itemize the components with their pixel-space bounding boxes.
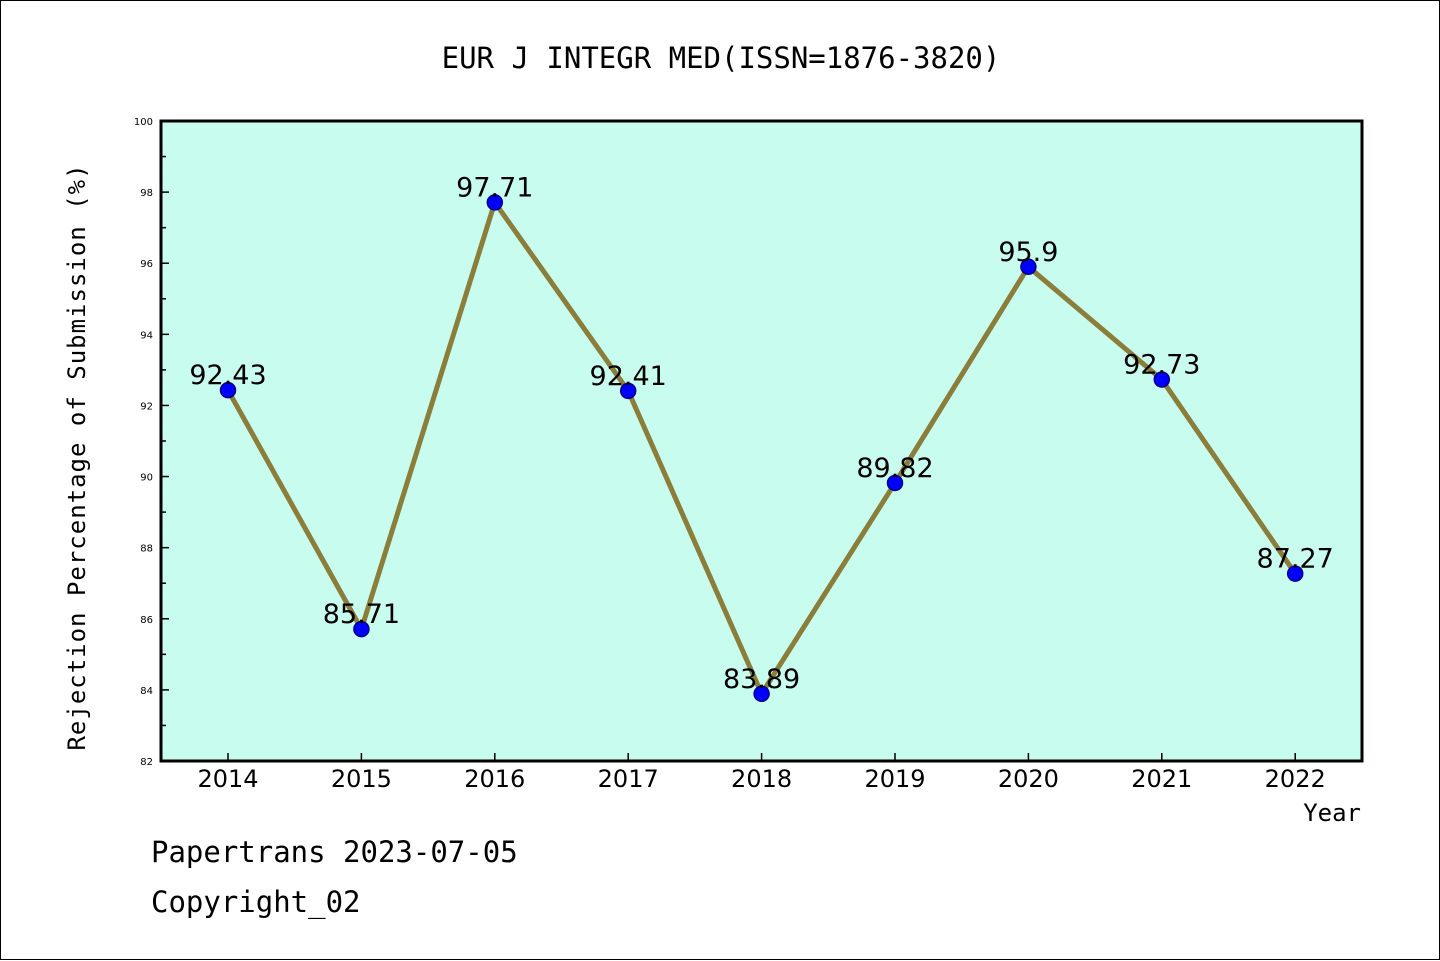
data-point <box>1020 258 1037 276</box>
chart-title: EUR J INTEGR MED(ISSN=1876-3820) <box>442 41 1001 75</box>
data-point <box>753 685 770 703</box>
data-point <box>1286 565 1304 582</box>
data-point <box>1153 371 1171 388</box>
series-rejection-percentage <box>219 194 1304 703</box>
data-label: 97.71 <box>456 172 533 203</box>
x-axis-label: Year <box>1303 799 1361 827</box>
x-tick-label: 2015 <box>331 765 392 793</box>
x-tick-label: 2014 <box>197 765 258 793</box>
data-label: 92.41 <box>590 361 667 392</box>
plot-border <box>159 119 1364 763</box>
footer-credit: Papertrans 2023-07-05 <box>151 835 518 869</box>
y-tick-label: 82 <box>140 757 153 768</box>
y-tick-label: 100 <box>134 117 153 128</box>
data-label: 83.89 <box>723 664 800 695</box>
y-axis-label: Rejection Percentage of Submission (%) <box>63 163 91 750</box>
y-tick-label: 86 <box>140 615 153 626</box>
plot-area <box>161 121 1362 761</box>
x-tick-label: 2017 <box>598 765 659 793</box>
footer-copyright: Copyright_02 <box>151 885 361 919</box>
data-labels: 92.43 85.71 97.71 92.41 83.89 89.82 95.9 92.73 8… <box>189 172 1333 694</box>
y-tick-label: 96 <box>140 259 153 270</box>
y-tick-label: 88 <box>140 544 153 555</box>
data-label: 85.71 <box>323 599 400 630</box>
data-point <box>219 381 237 399</box>
x-tick-label: 2016 <box>464 765 525 793</box>
data-point <box>619 382 637 400</box>
x-tick-label: 2021 <box>1131 765 1192 793</box>
data-point <box>353 620 370 638</box>
y-tick-label: 94 <box>140 330 153 341</box>
x-axis: 2014 2015 2016 2017 2018 2019 2020 2021 2022 <box>197 753 1326 793</box>
y-tick-label: 84 <box>140 686 153 697</box>
x-tick-label: 2020 <box>998 765 1059 793</box>
data-label: 92.43 <box>189 360 266 391</box>
data-label: 95.9 <box>998 237 1058 268</box>
x-tick-label: 2022 <box>1265 765 1326 793</box>
x-tick-label: 2019 <box>864 765 925 793</box>
y-tick-label: 92 <box>140 401 153 412</box>
y-tick-label: 90 <box>140 473 153 484</box>
y-tick-label: 98 <box>140 188 153 199</box>
data-label: 92.73 <box>1123 349 1200 380</box>
data-point <box>886 474 904 492</box>
data-label: 87.27 <box>1257 544 1334 575</box>
data-label: 89.82 <box>856 453 933 484</box>
data-point <box>486 194 504 211</box>
x-tick-label: 2018 <box>731 765 792 793</box>
